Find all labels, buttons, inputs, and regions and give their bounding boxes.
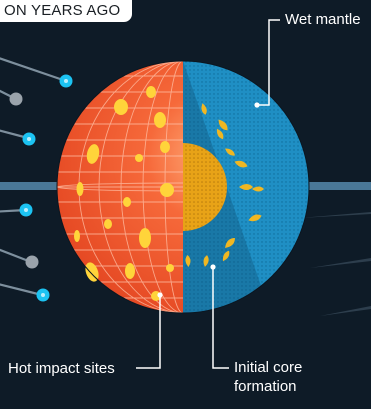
iron-droplets xyxy=(185,103,264,267)
impactor-ball xyxy=(25,255,39,269)
label-initial-core-line2: formation xyxy=(234,378,297,395)
label-initial-core-formation: Initial core formation xyxy=(234,358,302,396)
label-hot-impact-sites: Hot impact sites xyxy=(8,360,115,377)
background-streaks xyxy=(300,212,371,316)
wet-hemisphere xyxy=(183,61,309,313)
leader-lines xyxy=(136,19,280,369)
label-wet-mantle: Wet mantle xyxy=(285,11,361,28)
planet xyxy=(56,60,310,314)
label-initial-core-line1: Initial core xyxy=(234,359,303,376)
hot-hemisphere xyxy=(57,61,183,313)
title-banner: ON YEARS AGO xyxy=(0,0,133,22)
leader-dots xyxy=(157,102,260,298)
impactors xyxy=(0,57,73,302)
impactor-ball xyxy=(9,92,23,106)
